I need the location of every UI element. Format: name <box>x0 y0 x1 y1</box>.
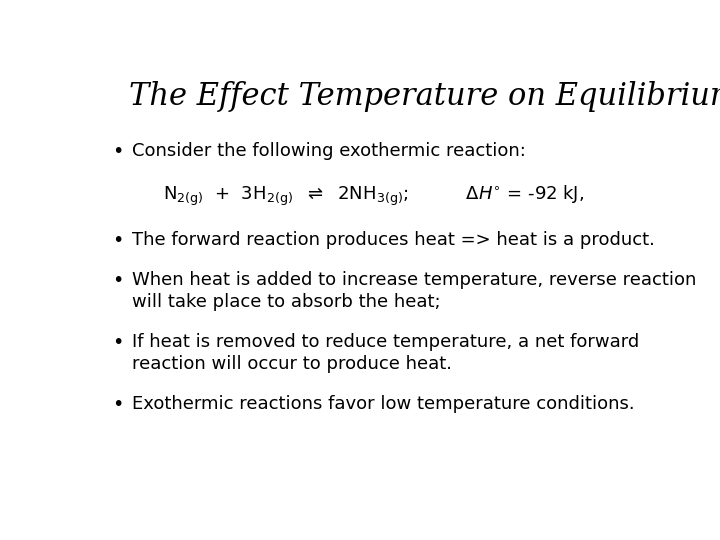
Text: Consider the following exothermic reaction:: Consider the following exothermic reacti… <box>132 141 526 160</box>
Text: •: • <box>112 231 124 250</box>
Text: When heat is added to increase temperature, reverse reaction
will take place to : When heat is added to increase temperatu… <box>132 271 696 311</box>
Text: •: • <box>112 333 124 352</box>
Text: The Effect Temperature on Equilibrium: The Effect Temperature on Equilibrium <box>129 82 720 112</box>
Text: •: • <box>112 141 124 161</box>
Text: $\mathregular{N_{2(g)}}$  +  $\mathregular{3H_{2(g)}}$  $\rightleftharpoons$  $\: $\mathregular{N_{2(g)}}$ + $\mathregular… <box>163 183 584 207</box>
Text: •: • <box>112 271 124 289</box>
Text: •: • <box>112 395 124 414</box>
Text: Exothermic reactions favor low temperature conditions.: Exothermic reactions favor low temperatu… <box>132 395 634 413</box>
Text: The forward reaction produces heat => heat is a product.: The forward reaction produces heat => he… <box>132 231 654 249</box>
Text: If heat is removed to reduce temperature, a net forward
reaction will occur to p: If heat is removed to reduce temperature… <box>132 333 639 373</box>
